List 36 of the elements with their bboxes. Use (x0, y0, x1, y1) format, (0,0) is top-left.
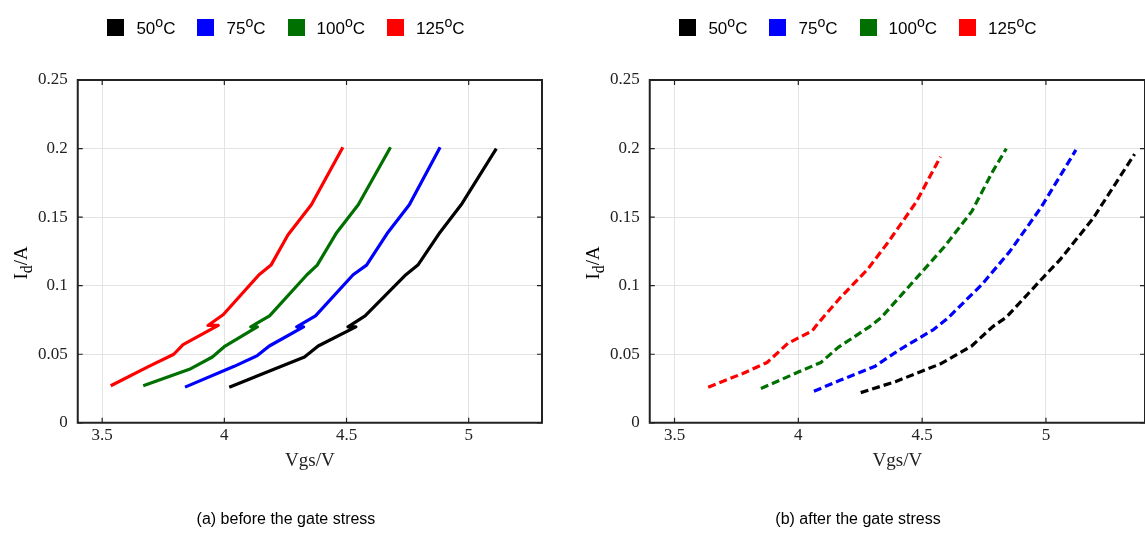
x-axis-title: Vgs/V (285, 448, 335, 470)
y-tick-label: 0.25 (38, 69, 68, 89)
y-tick-label: 0.05 (38, 343, 68, 363)
x-tick-label: 4 (220, 425, 230, 445)
y-tick-label: 0.1 (46, 275, 68, 295)
line-series (706, 155, 943, 389)
y-tick-label: 0.15 (38, 206, 68, 226)
x-tick-label: 5 (1041, 425, 1051, 445)
legend-label: 125$^{o}$C (416, 14, 465, 38)
line-series (812, 148, 1078, 393)
y-tick-label: 0.25 (610, 69, 640, 89)
line-series (859, 152, 1137, 395)
y-tick-label: 0.15 (610, 206, 640, 226)
y-tick-label: 0 (59, 412, 68, 432)
y-tick-label: 0.2 (618, 138, 640, 158)
y-tick-label: 0.1 (618, 275, 640, 295)
x-axis-title: Vgs/V (872, 448, 923, 470)
text: (b) after the gate stress (774, 510, 942, 528)
x-tick-label: 5 (464, 425, 473, 445)
x-tick-label: 3.5 (91, 425, 113, 445)
x-tick-label: 4.5 (335, 425, 358, 445)
y-tick-label: 0.05 (610, 343, 640, 363)
line-series (759, 146, 1008, 391)
legend-label: 50$^{o}$C (136, 14, 176, 38)
legend-label: 75$^{o}$C (798, 14, 838, 38)
y-tick-label: 0 (631, 412, 640, 432)
legend-label: 100$^{o}$C (888, 14, 938, 38)
x-tick-label: 3.5 (663, 425, 686, 445)
x-tick-label: 4.5 (911, 425, 933, 445)
legend-label: 100$^{o}$C (316, 14, 366, 38)
x-tick-label: 4 (794, 425, 804, 445)
legend-label: 50$^{o}$C (708, 14, 748, 38)
legend-label: 75$^{o}$C (226, 14, 266, 38)
text: (a) before the gate stress (195, 510, 377, 528)
legend-label: 125$^{o}$C (988, 14, 1037, 38)
y-tick-label: 0.2 (46, 138, 68, 158)
